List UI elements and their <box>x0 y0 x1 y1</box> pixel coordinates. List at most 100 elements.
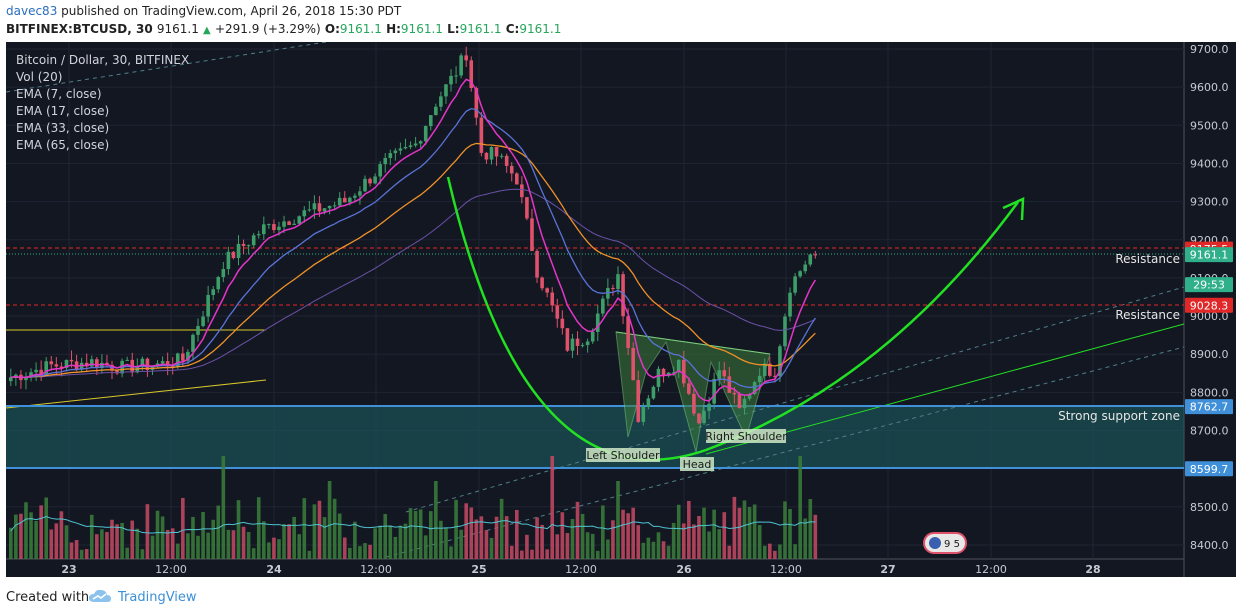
rounding-bottom-arc <box>446 176 1020 461</box>
volume-bar <box>251 548 256 559</box>
volume-bar <box>201 512 205 559</box>
channel-upper-line <box>405 286 1185 513</box>
symbol-label: BITFINEX:BTCUSD, 30 <box>6 22 153 36</box>
volume-bar <box>803 518 808 559</box>
volume-bar <box>277 539 281 559</box>
volume-bar <box>24 502 28 559</box>
candle <box>241 243 246 246</box>
price-chart[interactable]: Left Shoulder Head Right Shoulder Resist… <box>6 42 1236 577</box>
author-link[interactable]: davec83 <box>6 4 58 18</box>
candle <box>722 370 727 377</box>
candle <box>39 369 43 375</box>
volume-bar <box>606 539 610 559</box>
ema-65-line <box>10 188 816 378</box>
candle <box>216 277 221 290</box>
volume-bar <box>661 541 666 559</box>
left-shoulder-label-bg <box>586 448 660 462</box>
volume-bar <box>262 521 266 559</box>
candle <box>813 254 818 256</box>
candle <box>540 277 544 289</box>
legend-item: EMA (17, close) <box>16 104 109 118</box>
volume-bar <box>29 512 33 559</box>
candle <box>469 60 474 89</box>
volume-bar <box>525 534 529 559</box>
volume-bar <box>236 500 241 559</box>
candle <box>206 294 210 317</box>
volume-bar <box>342 537 347 559</box>
legend-item: Vol (20) <box>16 70 62 84</box>
volume-bar <box>727 545 732 559</box>
volume-bar <box>256 497 261 559</box>
candle <box>115 370 119 374</box>
candle <box>474 88 479 118</box>
candle <box>626 316 630 349</box>
volume-bar <box>590 533 595 559</box>
candle <box>317 203 322 212</box>
resistance-label-lower: Resistance <box>1115 308 1180 322</box>
candle <box>545 288 549 293</box>
candle <box>692 393 696 414</box>
y-tick-label: 8400.0 <box>1190 539 1229 552</box>
tradingview-link[interactable]: TradingView <box>118 590 197 605</box>
volume-bar <box>646 537 651 559</box>
candle <box>307 209 312 211</box>
volume-bar <box>469 507 474 559</box>
candle <box>444 84 448 97</box>
y-tick-label: 9400.0 <box>1190 157 1229 170</box>
price-tag-bg <box>1185 247 1233 263</box>
volume-bar <box>444 527 448 559</box>
event-badge[interactable]: 9 5 <box>923 532 967 554</box>
volume-bar <box>808 499 813 559</box>
ema-33-line <box>10 142 816 378</box>
volume-bar <box>160 516 165 559</box>
vertical-grid <box>68 42 1094 559</box>
volume-bar <box>145 504 150 559</box>
candle <box>590 331 595 342</box>
rising-support-line <box>6 379 267 409</box>
volume-bar <box>676 504 681 559</box>
right-shoulder-label-bg <box>706 429 786 443</box>
candle <box>494 147 499 157</box>
close-label: C: <box>505 22 520 36</box>
head-label: Head <box>683 458 712 471</box>
volume-bar <box>742 500 747 559</box>
candle <box>398 148 403 151</box>
candle <box>165 361 170 367</box>
candle <box>717 370 721 379</box>
volume-bar <box>621 509 625 559</box>
candle <box>9 377 13 382</box>
candle <box>100 362 104 369</box>
candle <box>277 226 281 231</box>
candle <box>89 359 94 367</box>
volume-bar <box>403 523 408 559</box>
volume-bar <box>550 456 555 559</box>
volume-bar <box>272 537 276 559</box>
volume-bar <box>530 549 534 559</box>
volume-bar <box>186 533 190 559</box>
volume-bar <box>408 508 413 559</box>
candle <box>69 359 74 362</box>
ohlc-line: BITFINEX:BTCUSD, 30 9161.1 ▲ +291.9 (+3.… <box>6 22 561 36</box>
price-tag: 9028.3 <box>1190 299 1229 312</box>
candle <box>479 117 484 153</box>
volume-bar <box>717 529 721 559</box>
volume-bar <box>560 512 565 559</box>
indicator-legend: Bitcoin / Dollar, 30, BITFINEX Vol (20) EM… <box>16 53 189 152</box>
x-tick-label: 28 <box>1085 563 1100 576</box>
candle <box>140 358 145 367</box>
volume-bar <box>302 498 307 559</box>
left-shoulder-label: Left Shoulder <box>586 449 660 462</box>
x-tick-label: 12:00 <box>565 563 597 576</box>
candle <box>256 234 261 236</box>
volume-bar <box>626 513 630 559</box>
candle <box>363 178 367 192</box>
x-tick-label: 25 <box>471 563 486 576</box>
volume-bar <box>651 541 656 559</box>
time-axis[interactable]: 23 12:00 24 12:00 25 12:00 26 12:00 27 12:00 28 <box>61 563 1100 576</box>
volume-bar <box>191 516 195 559</box>
candle <box>595 313 600 332</box>
volume-bar <box>540 524 544 559</box>
volume-bar <box>585 532 590 559</box>
volume-bar <box>221 456 226 559</box>
candle <box>423 126 428 142</box>
